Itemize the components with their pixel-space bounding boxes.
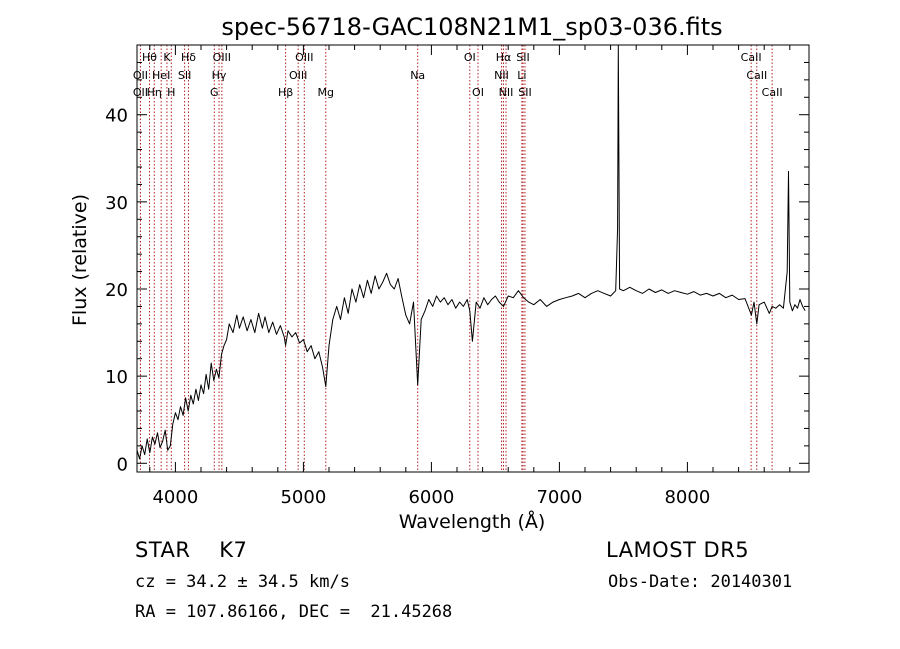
- y-axis-label: Flux (relative): [69, 194, 91, 326]
- x-tick-label: 5000: [280, 487, 326, 508]
- redshift-value: cz = 34.2 ± 34.5 km/s: [135, 572, 350, 592]
- x-tick-label: 8000: [664, 487, 710, 508]
- x-tick-label: 4000: [152, 487, 198, 508]
- survey-name: LAMOST DR5: [606, 538, 750, 562]
- plot-frame: [136, 44, 810, 473]
- line-label-oi: OI: [464, 51, 476, 64]
- x-axis-ticks: 4000 5000 6000 7000 8000: [149, 45, 791, 508]
- emission-line-markers: [139, 45, 773, 472]
- line-label-mg: Mg: [318, 86, 334, 99]
- line-label-caii: CaII: [746, 69, 767, 82]
- object-type: STAR: [135, 538, 191, 562]
- line-label-nii: NII: [499, 86, 514, 99]
- spectrum-chart: spec-56718-GAC108N21M1_sp03-036.fits OII…: [69, 13, 810, 533]
- y-tick-label: 40: [105, 106, 128, 127]
- line-label-hα: Hα: [496, 51, 512, 64]
- line-label-hδ: Hδ: [181, 51, 196, 64]
- object-class: STAR K7: [135, 538, 247, 562]
- y-axis-ticks: 0 10 20 30 40: [105, 61, 809, 475]
- y-tick-label: 30: [105, 193, 128, 214]
- line-label-hγ: Hγ: [212, 69, 227, 82]
- coordinates: RA = 107.86166, DEC = 21.45268: [135, 602, 453, 622]
- line-label-sii: SII: [516, 51, 529, 64]
- y-tick-label: 20: [105, 280, 128, 301]
- y-tick-label: 10: [105, 367, 128, 388]
- line-label-k: K: [163, 51, 171, 64]
- y-tick-label: 0: [117, 454, 128, 475]
- line-label-caii: CaII: [762, 86, 783, 99]
- line-label-hei: HeI: [152, 69, 170, 82]
- line-label-hη: Hη: [147, 86, 162, 99]
- line-label-li: Li: [517, 69, 526, 82]
- line-label-hβ: Hβ: [278, 86, 293, 99]
- spectrum-line: [136, 44, 806, 460]
- line-label-na: Na: [410, 69, 425, 82]
- line-label-nii: NII: [494, 69, 509, 82]
- line-label-oi: OI: [472, 86, 484, 99]
- emission-line-labels: OIIOIIHθHηHeIKHSIIHδGHγOIIIHβOIIIOIIIMgN…: [133, 51, 783, 99]
- line-label-g: G: [210, 86, 219, 99]
- line-label-hθ: Hθ: [142, 51, 157, 64]
- line-label-oiii: OIII: [213, 51, 231, 64]
- line-label-oiii: OIII: [295, 51, 313, 64]
- object-subclass: K7: [219, 538, 248, 562]
- line-label-oiii: OIII: [289, 69, 307, 82]
- observation-date: Obs-Date: 20140301: [608, 572, 793, 592]
- chart-title: spec-56718-GAC108N21M1_sp03-036.fits: [221, 13, 722, 41]
- line-label-h: H: [167, 86, 175, 99]
- line-label-sii: SII: [518, 86, 531, 99]
- x-tick-label: 6000: [408, 487, 454, 508]
- x-axis-label: Wavelength (Å): [399, 510, 546, 533]
- line-label-sii: SII: [178, 69, 191, 82]
- x-tick-label: 7000: [536, 487, 582, 508]
- line-label-caii: CaII: [741, 51, 762, 64]
